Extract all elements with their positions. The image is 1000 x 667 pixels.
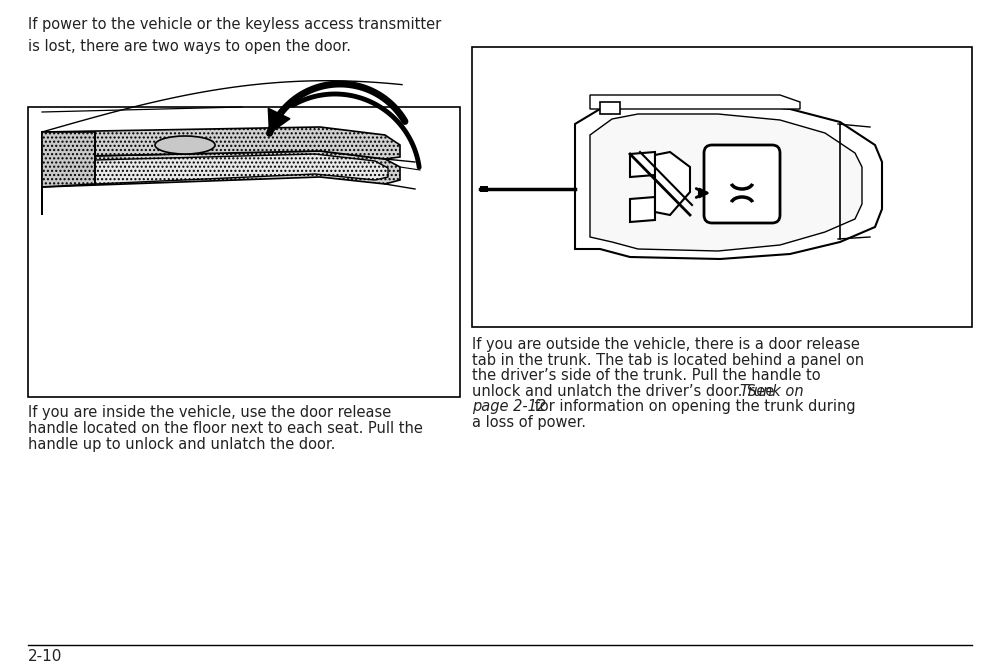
Text: handle located on the floor next to each seat. Pull the: handle located on the floor next to each… — [28, 421, 423, 436]
Polygon shape — [42, 151, 400, 187]
Text: If you are outside the vehicle, there is a door release: If you are outside the vehicle, there is… — [472, 337, 860, 352]
Polygon shape — [42, 132, 95, 215]
Polygon shape — [575, 102, 882, 259]
Polygon shape — [655, 152, 690, 215]
Text: 2-10: 2-10 — [28, 649, 62, 664]
Polygon shape — [95, 154, 388, 184]
Bar — [28, 107, 460, 397]
Text: Trunk on: Trunk on — [740, 384, 804, 398]
Polygon shape — [42, 127, 400, 159]
Bar — [600, 102, 620, 114]
Text: for information on opening the trunk during: for information on opening the trunk dur… — [530, 399, 856, 414]
Bar — [472, 47, 972, 327]
Polygon shape — [630, 197, 655, 222]
Polygon shape — [590, 114, 862, 251]
Text: unlock and unlatch the driver’s door. See: unlock and unlatch the driver’s door. Se… — [472, 384, 779, 398]
Text: the driver’s side of the trunk. Pull the handle to: the driver’s side of the trunk. Pull the… — [472, 368, 821, 383]
Text: handle up to unlock and unlatch the door.: handle up to unlock and unlatch the door… — [28, 437, 335, 452]
Polygon shape — [590, 95, 800, 109]
Polygon shape — [630, 152, 655, 177]
Text: page 2-12: page 2-12 — [472, 399, 546, 414]
FancyBboxPatch shape — [704, 145, 780, 223]
Bar — [480, 186, 488, 192]
Text: a loss of power.: a loss of power. — [472, 414, 586, 430]
Text: If power to the vehicle or the keyless access transmitter
is lost, there are two: If power to the vehicle or the keyless a… — [28, 17, 441, 53]
Text: tab in the trunk. The tab is located behind a panel on: tab in the trunk. The tab is located beh… — [472, 352, 864, 368]
Ellipse shape — [155, 136, 215, 154]
Text: If you are inside the vehicle, use the door release: If you are inside the vehicle, use the d… — [28, 405, 391, 420]
Polygon shape — [268, 108, 290, 133]
